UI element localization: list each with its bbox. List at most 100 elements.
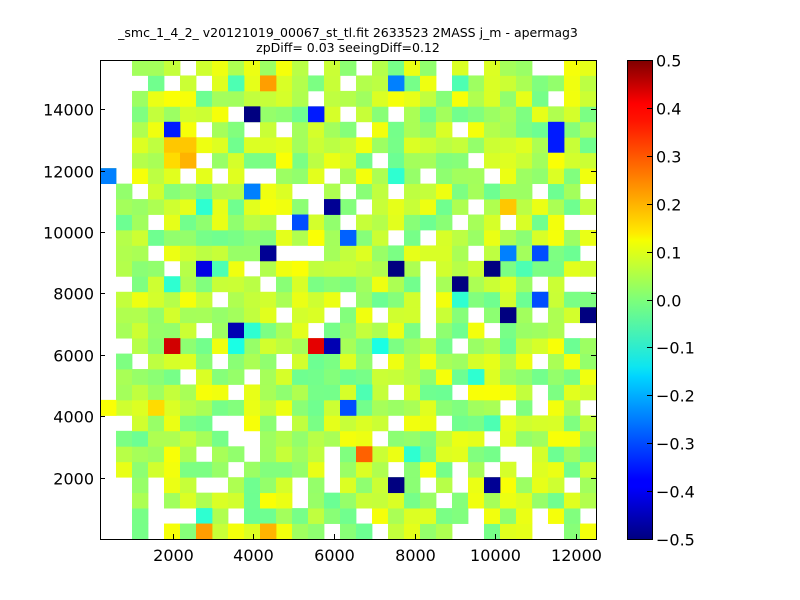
heatmap-cell bbox=[260, 260, 277, 277]
heatmap-cell bbox=[260, 137, 277, 154]
heatmap-cell bbox=[372, 369, 389, 385]
heatmap-cell bbox=[340, 353, 357, 370]
heatmap-cell bbox=[132, 415, 149, 432]
heatmap-cell bbox=[436, 508, 453, 524]
heatmap-cell bbox=[244, 523, 261, 540]
heatmap-cell bbox=[516, 75, 533, 92]
heatmap-cell bbox=[516, 523, 533, 540]
heatmap-cell bbox=[388, 446, 405, 463]
heatmap-cell bbox=[500, 477, 517, 494]
heatmap-cell bbox=[340, 477, 357, 494]
heatmap-cell bbox=[484, 523, 501, 540]
heatmap-cell bbox=[564, 508, 581, 524]
heatmap-cell bbox=[356, 106, 373, 123]
heatmap-cell bbox=[196, 492, 213, 509]
heatmap-cell bbox=[324, 229, 341, 246]
heatmap-cell bbox=[212, 199, 229, 215]
heatmap-cell bbox=[212, 461, 229, 478]
heatmap-cell bbox=[580, 121, 597, 138]
heatmap-cell bbox=[548, 415, 565, 432]
heatmap-cell bbox=[292, 199, 309, 215]
heatmap-cell bbox=[452, 106, 469, 123]
heatmap-cell bbox=[180, 276, 197, 293]
heatmap-cell bbox=[564, 291, 581, 308]
heatmap-cell bbox=[420, 399, 437, 416]
heatmap-cell bbox=[356, 338, 373, 354]
heatmap-cell bbox=[372, 461, 389, 478]
heatmap-cell bbox=[564, 492, 581, 509]
heatmap-cell bbox=[372, 399, 389, 416]
y-tick-label: 12000 bbox=[43, 163, 94, 182]
heatmap-cell bbox=[388, 168, 405, 185]
heatmap-cell bbox=[340, 152, 357, 169]
heatmap-cell bbox=[196, 245, 213, 262]
heatmap-cell bbox=[228, 152, 245, 169]
heatmap-cell bbox=[260, 369, 277, 385]
heatmap-cell bbox=[276, 183, 293, 200]
heatmap-cell bbox=[532, 415, 549, 432]
heatmap-cell bbox=[500, 384, 517, 401]
heatmap-cell bbox=[452, 137, 469, 154]
heatmap-cell bbox=[580, 369, 597, 385]
heatmap-cell bbox=[260, 461, 277, 478]
heatmap-cell bbox=[564, 523, 581, 540]
heatmap-cell bbox=[212, 75, 229, 92]
heatmap-cell bbox=[372, 446, 389, 463]
heatmap-cell bbox=[308, 461, 325, 478]
heatmap-cell bbox=[292, 399, 309, 416]
colorbar-tick-label: −0.4 bbox=[656, 483, 695, 502]
heatmap-cell bbox=[404, 353, 421, 370]
heatmap-cell bbox=[324, 90, 341, 107]
heatmap-cell bbox=[180, 307, 197, 324]
y-tick-label: 10000 bbox=[43, 224, 94, 243]
heatmap-cell bbox=[420, 523, 437, 540]
heatmap-cell bbox=[276, 492, 293, 509]
heatmap-cell bbox=[500, 152, 517, 169]
heatmap-cell bbox=[388, 477, 405, 494]
heatmap-cell bbox=[308, 137, 325, 154]
plot-frame bbox=[100, 60, 597, 540]
heatmap-cell bbox=[324, 338, 341, 354]
heatmap-cell bbox=[148, 338, 165, 354]
heatmap-cell bbox=[500, 307, 517, 324]
heatmap-cell bbox=[436, 523, 453, 540]
heatmap-cell bbox=[292, 322, 309, 339]
heatmap-cell bbox=[308, 415, 325, 432]
heatmap-cell bbox=[340, 523, 357, 540]
heatmap-cell bbox=[484, 137, 501, 154]
heatmap-cell bbox=[180, 430, 197, 447]
heatmap-cell bbox=[580, 199, 597, 215]
heatmap-cell bbox=[276, 523, 293, 540]
heatmap-cell bbox=[388, 369, 405, 385]
heatmap-cell bbox=[212, 229, 229, 246]
heatmap-cell bbox=[484, 260, 501, 277]
heatmap-cell bbox=[404, 415, 421, 432]
heatmap-cell bbox=[228, 183, 245, 200]
heatmap-cell bbox=[292, 152, 309, 169]
heatmap-cell bbox=[244, 353, 261, 370]
heatmap-cell bbox=[228, 75, 245, 92]
heatmap-cell bbox=[116, 369, 133, 385]
heatmap-cell bbox=[164, 477, 181, 494]
heatmap-cell bbox=[404, 430, 421, 447]
heatmap-cell bbox=[228, 523, 245, 540]
heatmap-cell bbox=[212, 307, 229, 324]
heatmap-cell bbox=[356, 461, 373, 478]
heatmap-cell bbox=[388, 90, 405, 107]
heatmap-cell bbox=[500, 338, 517, 354]
heatmap-cell bbox=[180, 338, 197, 354]
heatmap-cell bbox=[404, 260, 421, 277]
heatmap-cell bbox=[484, 353, 501, 370]
heatmap-cell bbox=[260, 106, 277, 123]
heatmap-cell bbox=[420, 199, 437, 215]
heatmap-cell bbox=[212, 338, 229, 354]
heatmap-cell bbox=[516, 60, 533, 76]
heatmap-cell bbox=[164, 415, 181, 432]
heatmap-cell bbox=[244, 106, 261, 123]
heatmap-cell bbox=[324, 183, 341, 200]
heatmap-cell bbox=[132, 523, 149, 540]
heatmap-cell bbox=[148, 353, 165, 370]
heatmap-cell bbox=[260, 60, 277, 76]
heatmap-cell bbox=[420, 121, 437, 138]
heatmap-cell bbox=[468, 75, 485, 92]
